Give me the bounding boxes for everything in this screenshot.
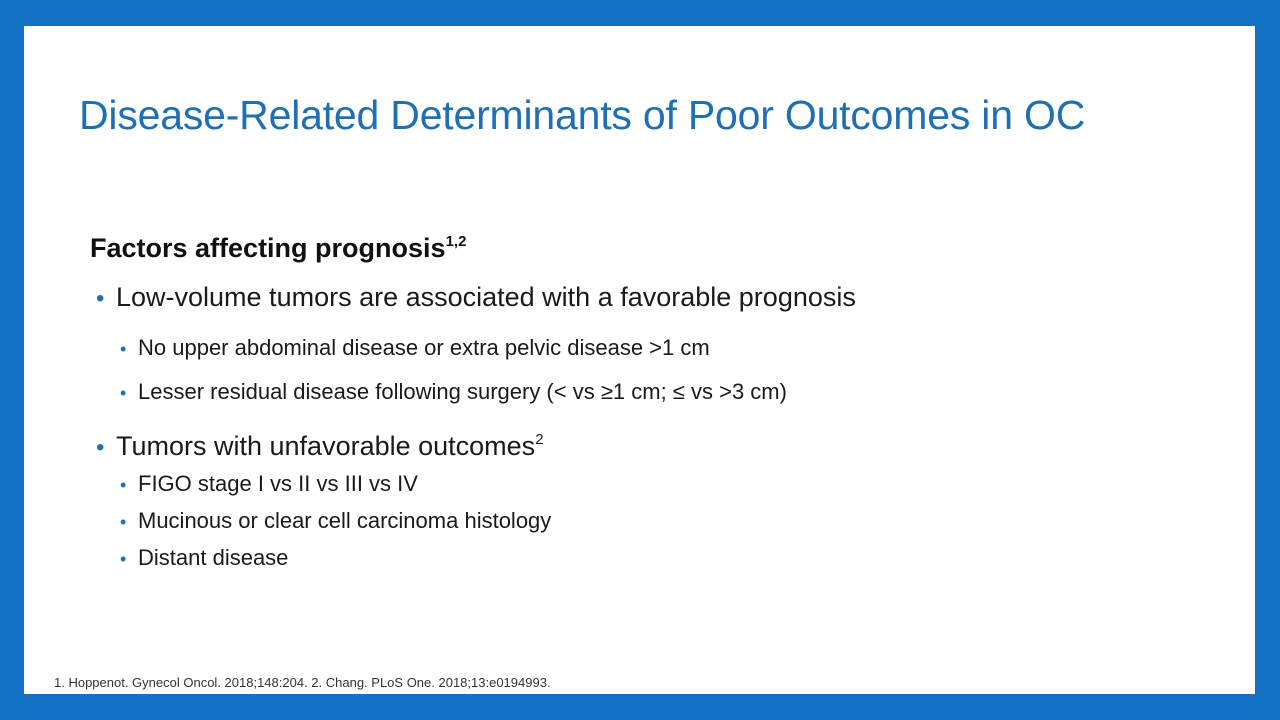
sub-bullet-distant-disease: • Distant disease <box>120 545 288 571</box>
sub-bullet-figo-stage: • FIGO stage I vs II vs III vs IV <box>120 471 418 497</box>
bullet-superscript: 2 <box>535 431 544 448</box>
sub-bullet-text: Distant disease <box>138 545 289 570</box>
sub-bullet-text: Lesser residual disease following surger… <box>138 379 787 404</box>
subheading-text: Factors affecting prognosis <box>90 233 446 263</box>
sub-bullet-text: No upper abdominal disease or extra pelv… <box>138 335 710 360</box>
sub-bullet-residual-disease: • Lesser residual disease following surge… <box>120 379 787 405</box>
footnote-references: 1. Hoppenot. Gynecol Oncol. 2018;148:204… <box>54 675 551 690</box>
bullet-dot-icon: • <box>120 339 127 359</box>
bullet-text: Tumors with unfavorable outcomes <box>116 431 536 461</box>
bullet-dot-icon: • <box>120 383 127 403</box>
slide-title: Disease-Related Determinants of Poor Out… <box>79 92 1086 138</box>
bullet-dot-icon: • <box>120 549 127 569</box>
sub-bullet-text: FIGO stage I vs II vs III vs IV <box>138 471 418 496</box>
slide: Disease-Related Determinants of Poor Out… <box>24 26 1255 694</box>
sub-bullet-histology: • Mucinous or clear cell carcinoma histol… <box>120 508 551 534</box>
bullet-dot-icon: • <box>120 512 127 532</box>
subheading: Factors affecting prognosis1,2 <box>90 233 466 264</box>
bullet-dot-icon: • <box>120 475 127 495</box>
bullet-unfavorable: • Tumors with unfavorable outcomes2 <box>96 431 544 462</box>
bullet-text: Low-volume tumors are associated with a … <box>116 282 856 312</box>
bullet-low-volume: • Low-volume tumors are associated with a… <box>96 282 856 313</box>
bullet-dot-icon: • <box>96 285 105 312</box>
sub-bullet-text: Mucinous or clear cell carcinoma histolo… <box>138 508 552 533</box>
bullet-dot-icon: • <box>96 434 105 461</box>
sub-bullet-upper-abdominal: • No upper abdominal disease or extra pel… <box>120 335 710 361</box>
subheading-superscript: 1,2 <box>445 233 467 250</box>
